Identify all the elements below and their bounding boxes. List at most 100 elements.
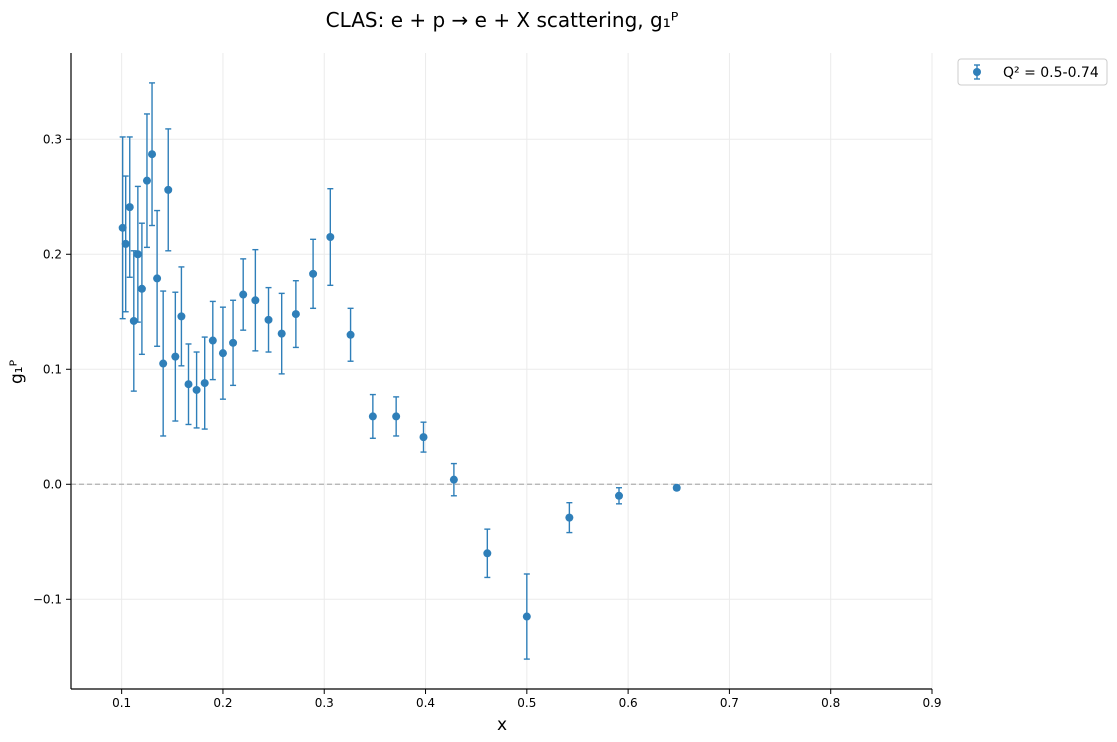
data-point-group: [142, 113, 151, 249]
data-point: [483, 549, 492, 558]
data-point-group: [291, 280, 300, 349]
legend: Q² = 0.5-0.74: [957, 58, 1108, 86]
data-point-group: [565, 501, 574, 534]
data-point-group: [164, 128, 173, 252]
data-point: [672, 483, 681, 492]
data-point: [129, 316, 138, 325]
data-point: [142, 176, 151, 185]
data-point: [200, 379, 209, 388]
data-point: [449, 475, 458, 484]
legend-label: Q² = 0.5-0.74: [1003, 65, 1099, 81]
data-point: [565, 513, 574, 522]
y-tick-label: 0.3: [43, 132, 62, 146]
x-tick-label: 0.2: [213, 696, 232, 710]
data-point: [239, 290, 248, 299]
data-point: [522, 612, 531, 621]
data-point-group: [208, 300, 217, 381]
data-point: [171, 352, 180, 361]
data-point: [192, 385, 201, 394]
data-point-group: [200, 336, 209, 430]
data-point-group: [615, 487, 624, 505]
data-point: [208, 336, 217, 345]
x-axis-label: x: [497, 715, 507, 735]
y-tick-label: −0.1: [33, 592, 62, 606]
data-point-group: [192, 351, 201, 429]
data-point: [164, 185, 173, 194]
y-tick-label: 0.1: [43, 362, 62, 376]
grid: [71, 53, 933, 689]
data-point-group: [251, 248, 260, 352]
data-point-group: [153, 209, 162, 347]
data-point-group: [449, 462, 458, 497]
data-point: [121, 239, 130, 248]
legend-box: [957, 58, 1108, 86]
data-point: [326, 233, 335, 242]
x-tick-label: 0.1: [112, 696, 131, 710]
data-point-group: [129, 250, 138, 392]
data-point-group: [184, 343, 193, 426]
data-point: [264, 315, 273, 324]
data-point: [125, 203, 134, 212]
data-point-group: [346, 307, 355, 362]
data-point-group: [133, 185, 142, 323]
x-tick-label: 0.9: [922, 696, 941, 710]
data-point: [229, 338, 238, 347]
data-point: [118, 223, 127, 232]
data-point: [177, 312, 186, 321]
series-group: [118, 82, 681, 660]
x-tick-label: 0.6: [619, 696, 638, 710]
chart-title: CLAS: e + p → e + X scattering, g₁ᴾ: [326, 8, 679, 32]
x-tick-label: 0.3: [315, 696, 334, 710]
data-point: [133, 250, 142, 259]
y-tick-label: 0.0: [43, 477, 62, 491]
data-point: [184, 380, 193, 389]
data-point-group: [229, 299, 238, 387]
y-tick-label: 0.2: [43, 247, 62, 261]
x-axis-ticks: 0.1 0.2 0.3 0.4 0.5 0.6 0.7 0.8 0.9: [112, 689, 942, 710]
data-point: [309, 269, 318, 278]
data-point-group: [277, 292, 286, 375]
data-point-group: [171, 291, 180, 422]
x-tick-label: 0.8: [821, 696, 840, 710]
data-point-group: [672, 483, 681, 492]
data-point: [159, 359, 168, 368]
data-point: [137, 284, 146, 293]
data-point-group: [483, 528, 492, 579]
x-tick-label: 0.7: [720, 696, 739, 710]
axes: [70, 53, 932, 690]
x-tick-label: 0.4: [416, 696, 435, 710]
data-point-group: [148, 82, 157, 227]
y-axis-ticks: −0.1 0.0 0.1 0.2 0.3: [33, 132, 71, 606]
data-point: [277, 329, 286, 338]
x-tick-label: 0.5: [517, 696, 536, 710]
data-point-group: [218, 306, 227, 400]
data-series: [118, 82, 681, 660]
data-point: [218, 349, 227, 358]
data-point-group: [239, 258, 248, 331]
data-point-group: [121, 175, 130, 313]
data-point: [148, 150, 157, 159]
data-point: [615, 491, 624, 500]
data-point: [368, 412, 377, 421]
data-point-group: [137, 222, 146, 356]
data-point-group: [118, 136, 127, 320]
data-point-group: [368, 393, 377, 439]
legend-marker: [973, 64, 981, 80]
data-point-group: [522, 573, 531, 660]
data-point-group: [264, 286, 273, 353]
data-point-group: [125, 136, 134, 278]
legend-point: [973, 68, 981, 76]
data-point-group: [177, 266, 186, 367]
data-point: [392, 412, 401, 421]
data-point: [153, 274, 162, 283]
data-point-group: [309, 238, 318, 310]
data-point-group: [326, 188, 335, 287]
data-point: [419, 433, 428, 442]
data-point: [346, 330, 355, 339]
y-axis-label: g₁ᴾ: [7, 359, 27, 384]
data-point-group: [419, 421, 428, 453]
data-point-group: [392, 396, 401, 437]
data-point: [251, 296, 260, 305]
